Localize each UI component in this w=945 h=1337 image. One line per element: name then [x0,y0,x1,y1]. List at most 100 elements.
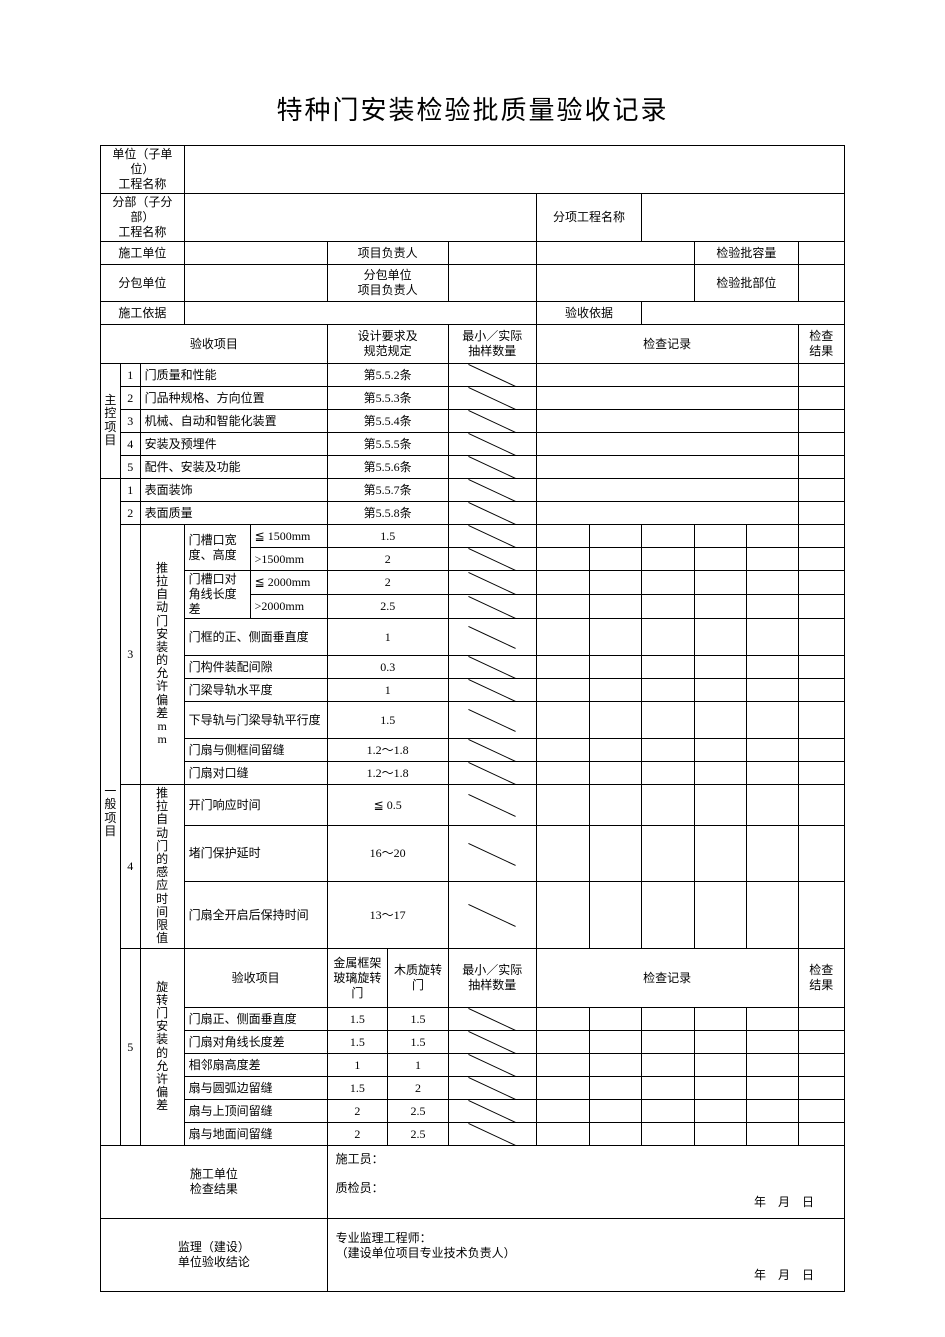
cell-result [798,387,844,410]
cell-v1: 1.5 [327,1031,388,1054]
cell-sub: 扇与地面间留缝 [184,1123,327,1146]
cell-name: 门品种规格、方向位置 [140,387,327,410]
cell-spec: 2 [327,548,448,571]
value-subitem [642,194,845,242]
cell-sub: 门扇对口缝 [184,762,327,785]
cell-v2: 2.5 [388,1100,449,1123]
cell-spec: 1.2～1.8 [327,762,448,785]
cell-sample [448,619,536,656]
group3-label: 推拉自动门安装的允许偏差mm [140,525,184,785]
cell-cond: >2000mm [250,595,327,619]
cell-v1: 1.5 [327,1008,388,1031]
cell-n: 3 [120,525,140,785]
cell-record [536,433,798,456]
cell-v1: 2 [327,1100,388,1123]
cell-sample [448,762,536,785]
cell-n: 1 [120,479,140,502]
cell-n: 5 [120,456,140,479]
cell-name: 表面质量 [140,502,327,525]
cell-sample [448,702,536,739]
cell-sub: 门扇与侧框间留缝 [184,739,327,762]
cell-sub: 堵门保护延时 [184,826,327,882]
label-batch-capacity: 检验批容量 [695,242,798,265]
value-construct-unit [184,242,327,265]
cell-record [536,410,798,433]
value-batch-location [798,265,844,302]
cell-sample [448,1008,536,1031]
group4-label: 推拉自动门的感应时间限值 [140,785,184,949]
cell-spec: 1.2～1.8 [327,739,448,762]
cell-sub: 相邻扇高度差 [184,1054,327,1077]
th-item: 验收项目 [184,949,327,1008]
cell-name: 配件、安装及功能 [140,456,327,479]
value-blank-2 [536,265,694,302]
cell-v2: 1 [388,1054,449,1077]
cell-sample [448,364,536,387]
label-accept-basis: 验收依据 [536,302,642,325]
cell-sub: 门扇全开启后保持时间 [184,882,327,949]
cell-spec: 0.3 [327,656,448,679]
value-subpart-project [184,194,536,242]
label-unit-project: 单位（子单位）工程名称 [101,146,185,194]
cell-sample [448,479,536,502]
label-construct-result: 施工单位检查结果 [101,1146,328,1219]
th-spec: 设计要求及规范规定 [327,325,448,364]
cell-record [536,502,798,525]
cell-spec: 第5.5.3条 [327,387,448,410]
cell-n: 3 [120,410,140,433]
label-subpart-project: 分部（子分部）工程名称 [101,194,185,242]
cell-result [798,502,844,525]
cell-record [746,525,798,548]
cell-sample [448,785,536,826]
cell-sample [448,679,536,702]
page-title: 特种门安装检验批质量验收记录 [100,90,845,127]
cell-name: 门质量和性能 [140,364,327,387]
cell-record [536,479,798,502]
cell-sample [448,410,536,433]
cell-sample [448,433,536,456]
label-construct-unit: 施工单位 [101,242,185,265]
vlabel-main: 主控项目 [101,364,121,479]
cell-spec: 第5.5.5条 [327,433,448,456]
cell-n: 1 [120,364,140,387]
cell-name: 表面装饰 [140,479,327,502]
cell-sample [448,1123,536,1146]
cell-spec: 第5.5.7条 [327,479,448,502]
value-blank-1 [536,242,694,265]
th-wood: 木质旋转门 [388,949,449,1008]
cell-sample [448,1077,536,1100]
cell-spec: 1 [327,679,448,702]
label-batch-location: 检验批部位 [695,265,798,302]
label-date: 年 月 日 [754,1268,814,1283]
cell-spec: 2.5 [327,595,448,619]
cell-spec: ≦ 0.5 [327,785,448,826]
cell-v1: 1 [327,1054,388,1077]
cell-result [798,410,844,433]
cell-record [589,525,642,548]
value-batch-capacity [798,242,844,265]
cell-sample [448,1031,536,1054]
cell-sub: 门槽口对角线长度差 [184,571,250,619]
cell-sub: 门槽口宽度、高度 [184,525,250,571]
cell-cond: >1500mm [250,548,327,571]
cell-sample [448,1100,536,1123]
cell-sub: 扇与圆弧边留缝 [184,1077,327,1100]
label-construct-basis: 施工依据 [101,302,185,325]
value-accept-basis [642,302,845,325]
value-project-leader [448,242,536,265]
cell-n: 4 [120,785,140,949]
cell-record [536,525,589,548]
cell-n: 2 [120,502,140,525]
cell-result [798,479,844,502]
cell-result [798,433,844,456]
cell-sample [448,456,536,479]
group5-label: 旋转门安装的允许偏差 [140,949,184,1146]
cell-spec: 13～17 [327,882,448,949]
label-supervisor: 专业监理工程师： [336,1231,836,1246]
cell-name: 安装及预埋件 [140,433,327,456]
cell-spec: 16～20 [327,826,448,882]
cell-n: 2 [120,387,140,410]
cell-sample [448,739,536,762]
cell-v2: 2 [388,1077,449,1100]
th-record: 检查记录 [536,949,798,1008]
